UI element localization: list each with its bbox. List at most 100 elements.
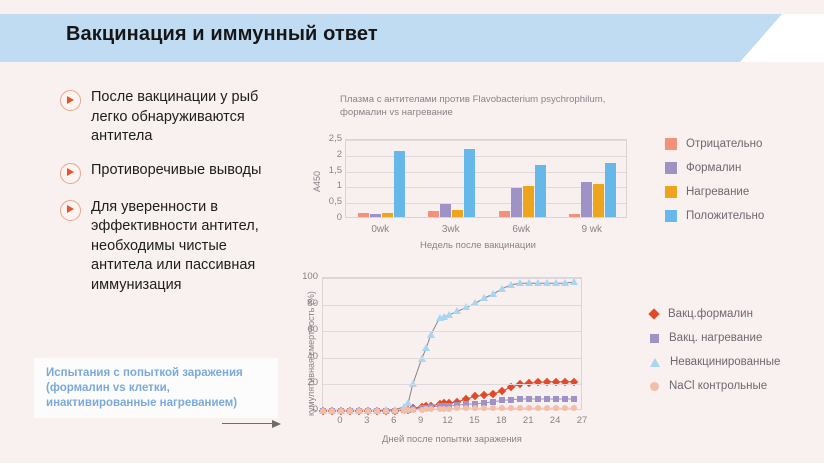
data-point (544, 396, 551, 403)
axis-tick: 3 (364, 415, 370, 426)
line-series-paths (323, 281, 575, 412)
bar-chart-title: Плазма с антителами против Flavobacteriu… (340, 94, 606, 118)
axis-tick: 2 (336, 148, 342, 160)
bar (452, 209, 464, 217)
data-point (570, 277, 579, 285)
data-point (427, 406, 434, 413)
bullet-text: После вакцинации у рыб легко обнаруживаю… (91, 89, 259, 144)
data-point (463, 405, 470, 412)
data-point (525, 279, 534, 287)
axis-tick: 40 (307, 350, 318, 362)
data-point (328, 408, 335, 414)
gridline (323, 357, 581, 359)
data-point (508, 396, 515, 403)
legend-swatch (665, 138, 677, 150)
list-item: После вакцинации у рыб легко обнаруживаю… (60, 88, 290, 147)
play-icon (60, 162, 81, 184)
legend-swatch (665, 162, 677, 174)
data-point (405, 407, 412, 414)
axis-tick: 0wk (371, 224, 390, 235)
callout-box: Испытания с попыткой заражения (формалин… (34, 358, 278, 418)
axis-tick: 20 (307, 377, 318, 389)
data-point (571, 396, 578, 403)
bar (357, 213, 369, 217)
data-point (499, 397, 506, 404)
header-band (0, 14, 824, 62)
data-point (543, 279, 552, 287)
legend-item: Вакц.формалин (648, 308, 753, 320)
data-point (490, 398, 497, 405)
data-point (400, 408, 407, 414)
data-point (462, 303, 471, 311)
data-point (408, 380, 417, 388)
data-point (534, 279, 543, 287)
axis-tick: 21 (522, 415, 534, 426)
data-point (404, 399, 413, 407)
axis-tick: 9 (417, 415, 424, 426)
data-point (441, 405, 448, 412)
bar-chart-plot-area (345, 139, 627, 218)
line-chart-plot-area (318, 277, 582, 416)
callout-text: Испытания с попыткой заражения (формалин… (46, 367, 243, 409)
axis-tick: 0 (337, 415, 343, 426)
arrow-icon (222, 418, 284, 430)
gridline (346, 171, 626, 173)
legend-item: Вакц. нагревание (650, 332, 762, 344)
bullet-list: После вакцинации у рыб легко обнаруживаю… (60, 88, 290, 309)
legend-label: Вакц. нагревание (669, 332, 763, 344)
axis-tick: 6 (391, 415, 397, 426)
data-point (490, 405, 497, 412)
axis-tick: 6wk (512, 224, 531, 235)
bar-chart-xlabel: Недель после вакцинации (420, 240, 536, 251)
bar (393, 150, 405, 217)
data-point (472, 405, 479, 412)
data-point (445, 405, 452, 412)
data-point (337, 408, 344, 414)
data-point (471, 299, 480, 307)
bar (522, 186, 534, 217)
axis-tick: 0 (312, 404, 318, 415)
bar (428, 210, 440, 217)
gridline (346, 140, 626, 141)
axis-tick: 1,5 (328, 164, 342, 176)
slide-header: Вакцинация и иммунный ответ (0, 14, 824, 62)
gridline (323, 278, 581, 279)
legend-label: Положительно (686, 210, 765, 222)
data-point (517, 396, 524, 403)
bar (534, 165, 546, 217)
data-point (553, 396, 560, 403)
bar (581, 181, 593, 217)
legend-label: Вакц.формалин (668, 308, 753, 320)
legend-label: NaCl контрольные (669, 380, 768, 392)
data-point (562, 396, 569, 403)
axis-tick: 15 (469, 415, 480, 426)
data-point (373, 408, 380, 414)
data-point (508, 405, 515, 412)
data-point (544, 405, 551, 412)
axis-tick: 18 (496, 415, 507, 426)
legend-item: Невакцинированные (650, 356, 780, 368)
play-icon (60, 90, 81, 111)
data-point (320, 408, 326, 414)
legend-label: Невакцинированные (670, 356, 781, 368)
axis-tick: 1 (336, 180, 342, 192)
data-point (422, 344, 431, 352)
legend-item: Положительно (665, 210, 764, 222)
data-point (480, 293, 489, 301)
axis-tick: 9 wk (581, 224, 603, 235)
line-chart-xlabel: Дней после попытки заражения (382, 434, 522, 445)
gridline (323, 384, 581, 386)
data-point (355, 408, 362, 414)
legend-item: Нагревание (665, 186, 749, 198)
data-point (444, 311, 453, 319)
axis-tick: 27 (576, 415, 588, 426)
axis-tick: 3wk (441, 224, 460, 235)
data-point (436, 405, 443, 412)
data-point (535, 405, 542, 412)
data-point (561, 279, 570, 287)
axis-tick: 0 (336, 212, 342, 223)
legend-item: Отрицательно (665, 138, 762, 150)
data-point (399, 403, 408, 410)
data-point (454, 405, 461, 412)
